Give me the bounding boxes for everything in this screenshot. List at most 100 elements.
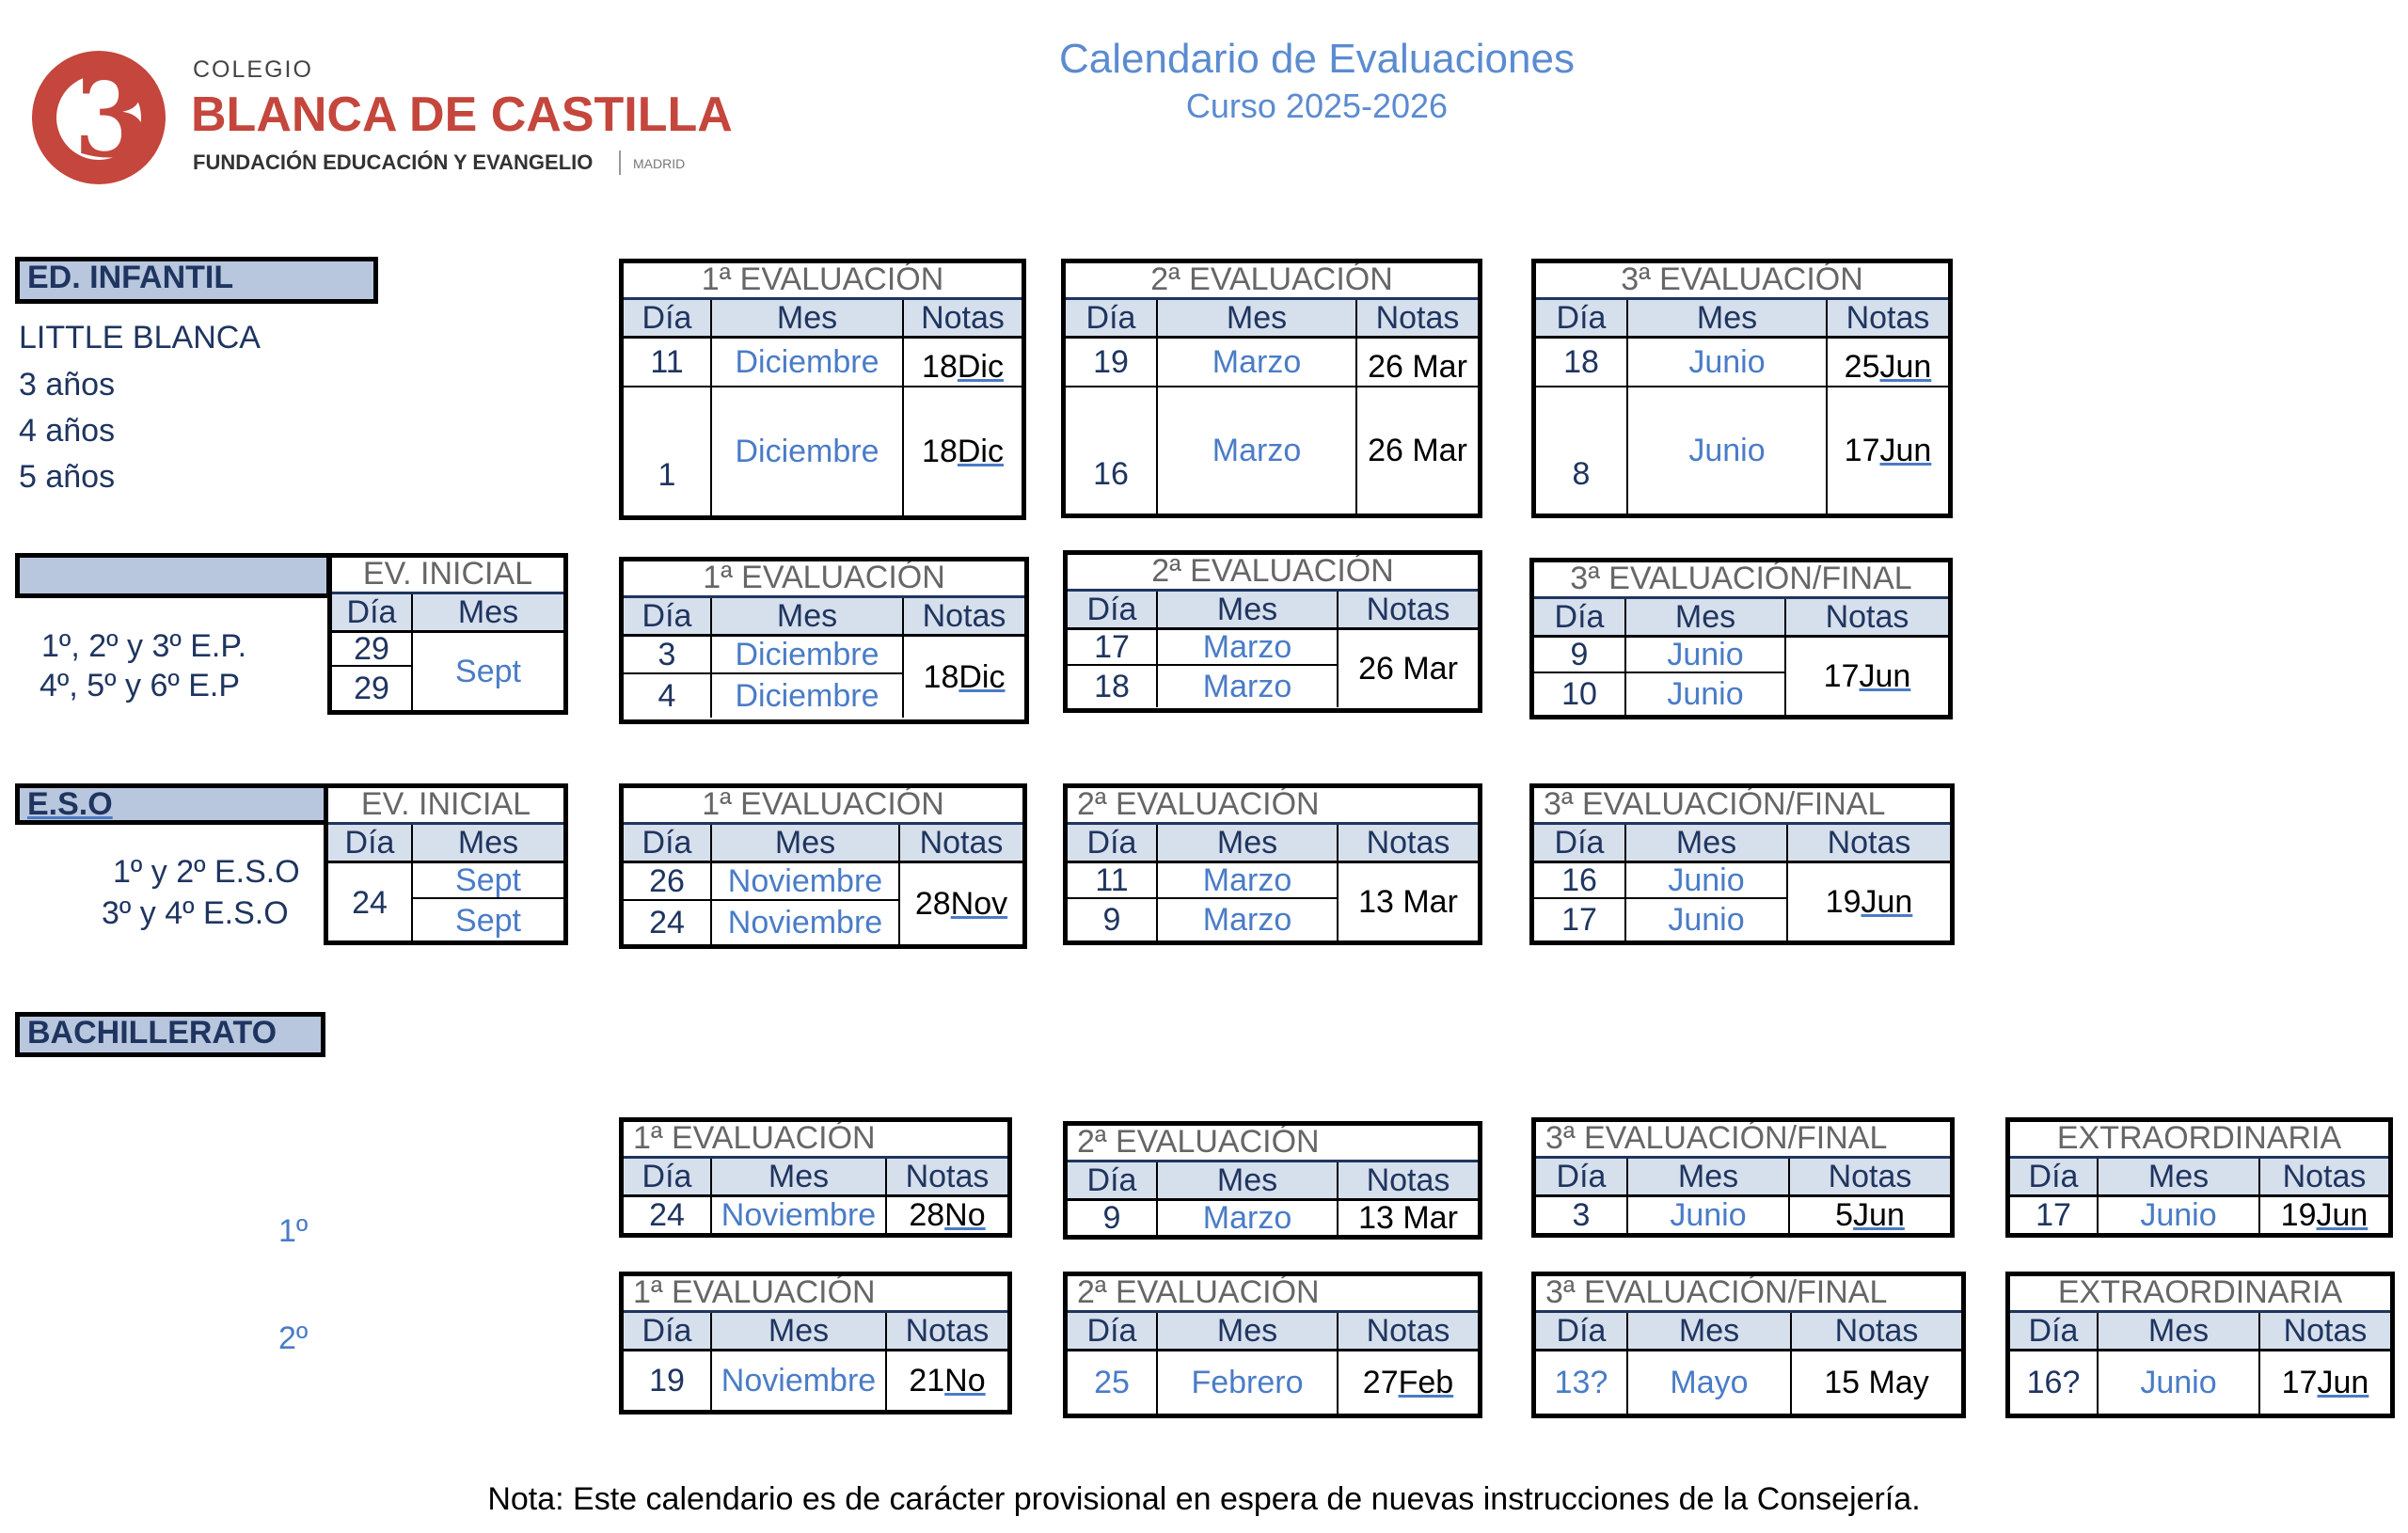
cell-dia: 11 [624, 339, 710, 387]
cell-dia: 24 [352, 884, 388, 921]
header-mes: Mes [1158, 300, 1357, 336]
cell-dia: 17 [2036, 1197, 2071, 1233]
cell-notas: 25 Jun [1828, 339, 1948, 387]
cell-notas: 18 Dic [922, 433, 1004, 469]
header-notas: Notas [1366, 592, 1450, 627]
bach1-ext-table: EXTRAORDINARIA Día Mes Notas 17 Junio 19… [2005, 1117, 2393, 1238]
table-title: 2ª EVALUACIÓN [1068, 1126, 1478, 1162]
level-3-anos: 3 años [19, 367, 116, 403]
cell-dia: 25 [1094, 1364, 1130, 1400]
cell-notas: 17 Jun [1844, 432, 1932, 468]
header-mes: Mes [1158, 1162, 1339, 1198]
header-dia: Día [1534, 825, 1626, 861]
table-title: 1ª EVALUACIÓN [624, 561, 1024, 598]
level-4-anos: 4 años [19, 413, 116, 449]
cell-dia: 24 [649, 1197, 685, 1233]
cell-dia: 19 [649, 1362, 685, 1399]
header-mes: Mes [457, 594, 519, 630]
header-notas: Notas [1366, 825, 1450, 861]
table-title: 1ª EVALUACIÓN [624, 263, 1022, 300]
cell-dia: 3 [624, 637, 710, 674]
bach2-ev3-table: 3ª EVALUACIÓN/FINAL Día Mes Notas 13? Ma… [1531, 1272, 1966, 1418]
table-title: 2ª EVALUACIÓN [1066, 263, 1478, 300]
table-title: EXTRAORDINARIA [2010, 1122, 2388, 1159]
header-notas: Notas [1366, 1162, 1450, 1198]
cell-notas: 19 Jun [2280, 1197, 2368, 1233]
level-bach-2: 2º [278, 1320, 309, 1356]
primaria-ev2-table: 2ª EVALUACIÓN Día Mes Notas 17 18 Marzo … [1063, 550, 1482, 713]
header-notas: Notas [2282, 1159, 2367, 1194]
cell-notas: 5 Jun [1835, 1197, 1905, 1233]
cell-mes: Marzo [1158, 630, 1337, 666]
table-title: EXTRAORDINARIA [2010, 1276, 2390, 1313]
cell-dia: 3 [1572, 1197, 1591, 1233]
header-dia: Día [328, 825, 413, 861]
cell-dia: 9 [1102, 1201, 1121, 1235]
cell-dia: 8 [1572, 455, 1591, 492]
header-dia: Día [624, 300, 712, 336]
header-dia: Día [1068, 825, 1158, 861]
cell-mes: Junio [2140, 1197, 2217, 1233]
cell-notas: 15 May [1824, 1364, 1929, 1400]
table-title: EV. INICIAL [332, 558, 563, 594]
cell-mes: Junio [1670, 1197, 1747, 1233]
cell-dia: 26 [624, 863, 710, 901]
header-mes: Mes [2099, 1313, 2260, 1349]
table-title: 3ª EVALUACIÓN/FINAL [1534, 562, 1948, 599]
header-mes: Mes [712, 825, 900, 861]
logo-colegio: COLEGIO [193, 56, 313, 83]
header-dia: Día [2010, 1159, 2099, 1194]
eso-inicial-table: EV. INICIAL Día Mes 24 Sept Sept [324, 783, 568, 945]
cell-mes: Noviembre [721, 1197, 877, 1233]
cell-mes: Junio [1668, 901, 1745, 938]
bach1-ev2-table: 2ª EVALUACIÓN Día Mes Notas 9 Marzo 13 M… [1063, 1121, 1482, 1240]
table-title: 1ª EVALUACIÓN [624, 1276, 1007, 1313]
cell-mes: Febrero [1191, 1364, 1304, 1400]
level-5-anos: 5 años [19, 459, 116, 495]
cell-mes: Noviembre [727, 904, 883, 940]
cell-notas: 13 Mar [1358, 883, 1458, 920]
table-title: 1ª EVALUACIÓN [624, 1122, 1007, 1159]
cell-mes: Noviembre [721, 1362, 877, 1399]
cell-dia: 19 [1066, 339, 1156, 387]
table-title: 1ª EVALUACIÓN [624, 788, 1022, 825]
header-notas: Notas [1375, 300, 1460, 336]
primaria-ev1-table: 1ª EVALUACIÓN Día Mes Notas 3 4 Diciembr… [619, 557, 1029, 724]
header-mes: Mes [457, 825, 519, 861]
header-notas: Notas [919, 825, 1004, 861]
cell-mes: Marzo [1212, 432, 1302, 468]
table-title: EV. INICIAL [328, 788, 563, 825]
cell-dia: 4 [657, 677, 676, 714]
page-subtitle: Curso 2025-2026 [1185, 87, 1449, 125]
cell-dia: 29 [332, 633, 411, 667]
logo-inner [56, 75, 141, 160]
cell-mes: Marzo [1158, 863, 1337, 899]
cell-notas: 19 Jun [1825, 883, 1913, 920]
cell-mes: Marzo [1202, 1201, 1292, 1235]
infantil-ev3-table: 3ª EVALUACIÓN Día Mes Notas 18 8 Junio J… [1531, 259, 1953, 518]
cell-mes: Diciembre [712, 637, 902, 674]
cell-dia: 16? [2026, 1364, 2081, 1400]
cell-notas: 26 Mar [1358, 650, 1458, 687]
section-bachillerato: BACHILLERATO [15, 1012, 325, 1057]
cell-mes: Sept [455, 902, 521, 939]
level-little-blanca: LITTLE BLANCA [19, 320, 261, 356]
cell-notas: 13 Mar [1358, 1201, 1458, 1235]
header-notas: Notas [922, 598, 1006, 634]
cell-dia: 18 [1536, 339, 1626, 387]
header-dia: Día [332, 594, 413, 630]
header-notas: Notas [1834, 1313, 1919, 1349]
cell-notas: 21 No [909, 1362, 986, 1399]
level-eso-2: 3º y 4º E.S.O [102, 895, 289, 931]
logo-name: BLANCA DE CASTILLA [191, 87, 733, 142]
primaria-ev3-table: 3ª EVALUACIÓN/FINAL Día Mes Notas 9 10 J… [1529, 558, 1953, 719]
cell-notas: 27 Feb [1362, 1364, 1454, 1400]
cell-dia: 29 [354, 670, 389, 706]
cell-mes: Junio [1626, 638, 1784, 673]
table-title: 3ª EVALUACIÓN/FINAL [1536, 1276, 1961, 1313]
header-mes: Mes [1158, 592, 1339, 627]
cell-mes: Marzo [1158, 339, 1355, 387]
header-dia: Día [1534, 599, 1626, 635]
cell-notas: 28 Nov [914, 885, 1008, 922]
bach2-ev1-table: 1ª EVALUACIÓN Día Mes Notas 19 Noviembre… [619, 1272, 1012, 1414]
